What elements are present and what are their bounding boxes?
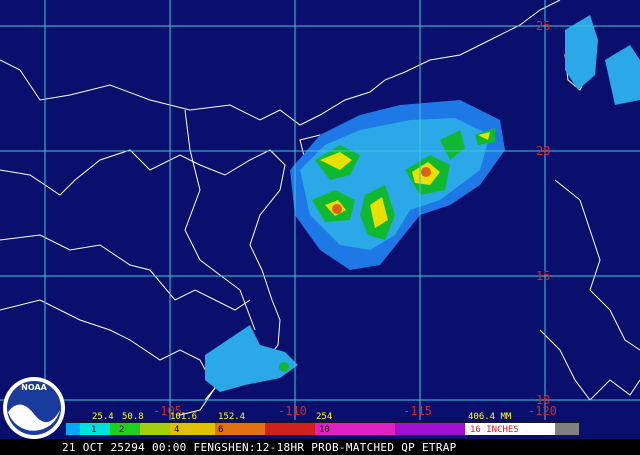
logo-gull bbox=[8, 404, 60, 431]
lon-label: -105 bbox=[153, 404, 182, 418]
legend-swatch bbox=[80, 423, 110, 435]
lat-label: 15 bbox=[536, 269, 550, 283]
rain-south bbox=[205, 325, 298, 392]
coastlines bbox=[0, 0, 640, 416]
caption: 21 OCT 25294 00:00 FENGSHEN:12-18HR PROB… bbox=[62, 441, 457, 454]
border-laos bbox=[0, 234, 251, 311]
legend-inch: 16 INCHES bbox=[470, 425, 519, 435]
legend-swatch bbox=[140, 423, 170, 435]
legend-mm: 25.4 bbox=[92, 412, 114, 422]
rain-heavy bbox=[312, 128, 495, 240]
legend-swatch bbox=[170, 423, 215, 435]
rain-extreme bbox=[421, 167, 431, 177]
border-thailand bbox=[0, 299, 216, 416]
legend-inch: 4 bbox=[174, 425, 179, 435]
legend-mm: 50.8 bbox=[122, 412, 144, 422]
legend-mm: 152.4 bbox=[218, 412, 245, 422]
legend-mm: 406.4 MM bbox=[468, 412, 512, 422]
legend-swatch bbox=[315, 423, 395, 435]
legend-swatch bbox=[215, 423, 265, 435]
legend-inch: 2 bbox=[119, 425, 124, 435]
lat-label: 25 bbox=[536, 19, 550, 33]
coast-china bbox=[0, 0, 561, 126]
caption-bar bbox=[0, 439, 640, 455]
coast-vietnam bbox=[0, 149, 286, 401]
coast-luzon bbox=[554, 179, 640, 351]
legend-swatch bbox=[265, 423, 315, 435]
graticule bbox=[0, 0, 640, 420]
rain-extreme bbox=[332, 204, 342, 214]
legend-inch: 10 bbox=[319, 425, 330, 435]
lon-label: -110 bbox=[278, 404, 307, 418]
legend-swatch bbox=[555, 423, 579, 435]
lat-label: 10 bbox=[536, 393, 550, 407]
rain-south-heavy bbox=[279, 362, 289, 372]
legend-swatch bbox=[395, 423, 465, 435]
logo-text: NOAA bbox=[21, 383, 47, 392]
legend-swatch bbox=[66, 423, 80, 435]
border-inland bbox=[184, 109, 256, 331]
legend-mm: 101.6 bbox=[170, 412, 197, 422]
legend-inch: 1 bbox=[91, 425, 96, 435]
noaa-logo: NOAA bbox=[3, 377, 65, 439]
lat-label: 20 bbox=[536, 144, 550, 158]
legend-swatch bbox=[110, 423, 140, 435]
legend-mm: 254 bbox=[316, 412, 332, 422]
legend-swatch bbox=[465, 423, 555, 435]
rain-taiwan bbox=[565, 15, 640, 105]
lon-label: -120 bbox=[528, 404, 557, 418]
legend-inch: 6 bbox=[218, 425, 223, 435]
legend: 25.4 50.8 101.6 152.4 254 406.4 MM 1 2 4… bbox=[65, 412, 580, 436]
lon-label: -115 bbox=[403, 404, 432, 418]
